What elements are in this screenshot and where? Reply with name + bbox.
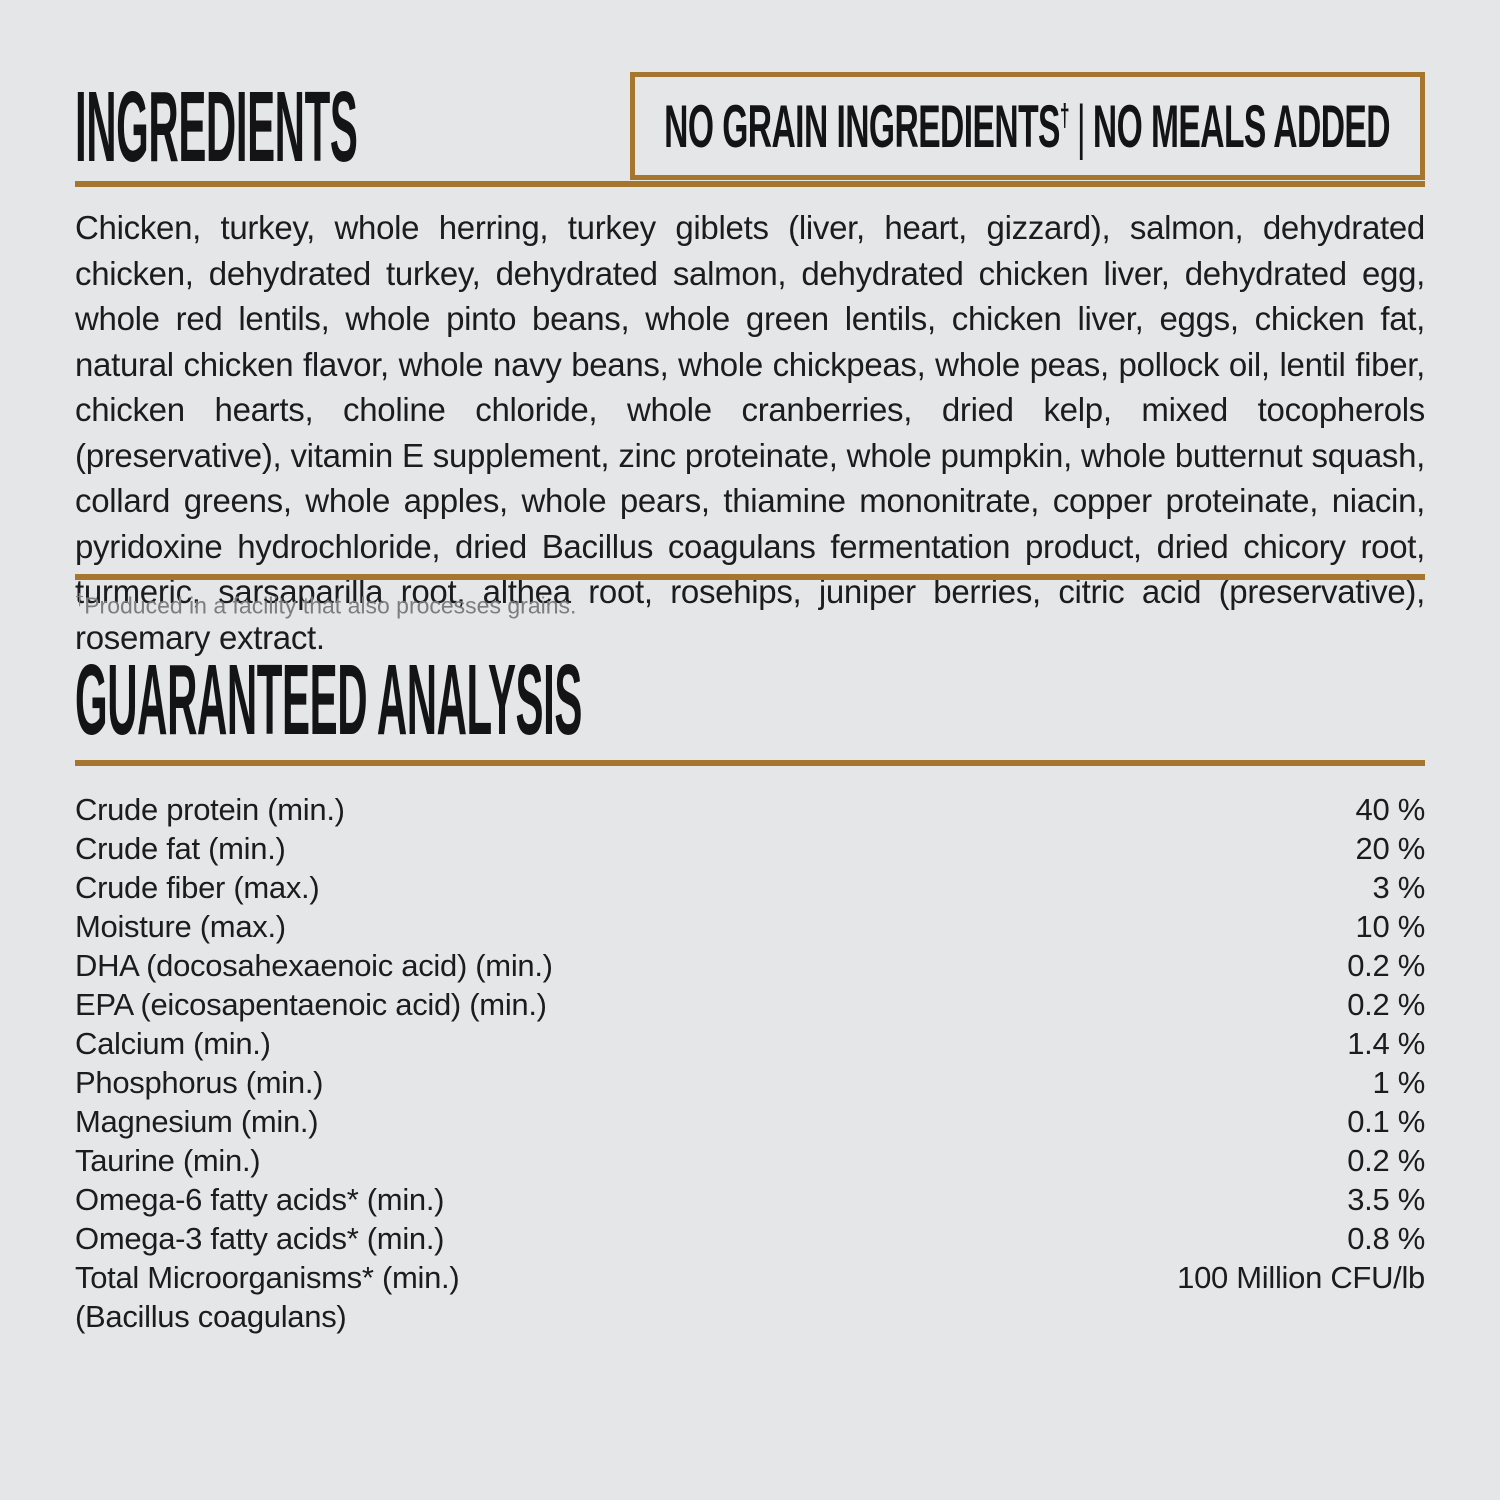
ingredients-title: INGREDIENTS [75,71,358,183]
nutrient-value: 0.8 % [1347,1221,1425,1256]
nutrient-value: 1 % [1372,1065,1425,1100]
table-row: Crude fiber (max.) 3 % [75,870,1425,909]
nutrient-label: Phosphorus (min.) [75,1065,324,1100]
table-row: Moisture (max.) 10 % [75,909,1425,948]
grain-facility-footnote: †Produced in a facility that also proces… [75,590,576,620]
table-row: Omega-3 fatty acids* (min.) 0.8 % [75,1221,1425,1260]
nutrient-label: Omega-6 fatty acids* (min.) [75,1182,445,1217]
nutrient-value: 10 % [1355,909,1426,944]
nutrient-label: Crude fat (min.) [75,831,286,866]
table-row: EPA (eicosapentaenoic acid) (min.) 0.2 % [75,987,1425,1026]
table-row: Taurine (min.) 0.2 % [75,1143,1425,1182]
no-grain-badge-text: NO GRAIN INGREDIENTS† | NO MEALS ADDED [665,92,1391,161]
footnote-text: Produced in a facility that also process… [84,592,577,619]
nutrient-value: 0.2 % [1347,987,1425,1022]
footnote-divider [75,574,1425,580]
nutrient-label: Total Microorganisms* (min.) [75,1260,460,1295]
nutrient-label: Taurine (min.) [75,1143,261,1178]
dagger-symbol: † [1060,97,1070,133]
nutrient-label: (Bacillus coagulans) [75,1299,347,1334]
guaranteed-analysis-title: GUARANTEED ANALYSIS [75,644,582,756]
nutrient-value: 40 % [1355,792,1426,827]
dagger-symbol: † [75,590,85,609]
table-row: DHA (docosahexaenoic acid) (min.) 0.2 % [75,948,1425,987]
nutrient-label: DHA (docosahexaenoic acid) (min.) [75,948,553,983]
table-row: Omega-6 fatty acids* (min.) 3.5 % [75,1182,1425,1221]
badge-right-text: NO MEALS ADDED [1093,92,1391,160]
analysis-divider [75,760,1425,766]
no-grain-badge: NO GRAIN INGREDIENTS† | NO MEALS ADDED [630,72,1425,180]
nutrient-label: Crude protein (min.) [75,792,345,827]
guaranteed-analysis-table: Crude protein (min.) 40 % Crude fat (min… [75,792,1425,1338]
table-row: Calcium (min.) 1.4 % [75,1026,1425,1065]
nutrient-label: Magnesium (min.) [75,1104,319,1139]
table-row: Crude protein (min.) 40 % [75,792,1425,831]
badge-left-text: NO GRAIN INGREDIENTS [664,92,1061,160]
nutrient-label: Omega-3 fatty acids* (min.) [75,1221,445,1256]
nutrient-value: 100 Million CFU/lb [1177,1260,1425,1295]
nutrient-value: 20 % [1355,831,1426,866]
nutrient-value: 0.2 % [1347,1143,1425,1178]
table-row: Magnesium (min.) 0.1 % [75,1104,1425,1143]
table-row: Crude fat (min.) 20 % [75,831,1425,870]
nutrient-value: 3 % [1372,870,1425,905]
nutrient-value: 1.4 % [1347,1026,1425,1061]
nutrient-label: Moisture (max.) [75,909,286,944]
table-row: Total Microorganisms* (min.) 100 Million… [75,1260,1425,1299]
nutrient-value: 0.2 % [1347,948,1425,983]
nutrient-label: Crude fiber (max.) [75,870,320,905]
badge-separator: | [1077,92,1086,160]
heading-divider [75,181,1425,187]
table-row: Phosphorus (min.) 1 % [75,1065,1425,1104]
nutrient-value: 3.5 % [1347,1182,1425,1217]
table-row: (Bacillus coagulans) [75,1299,1425,1338]
nutrient-label: Calcium (min.) [75,1026,271,1061]
nutrient-label: EPA (eicosapentaenoic acid) (min.) [75,987,547,1022]
nutrient-value: 0.1 % [1347,1104,1425,1139]
